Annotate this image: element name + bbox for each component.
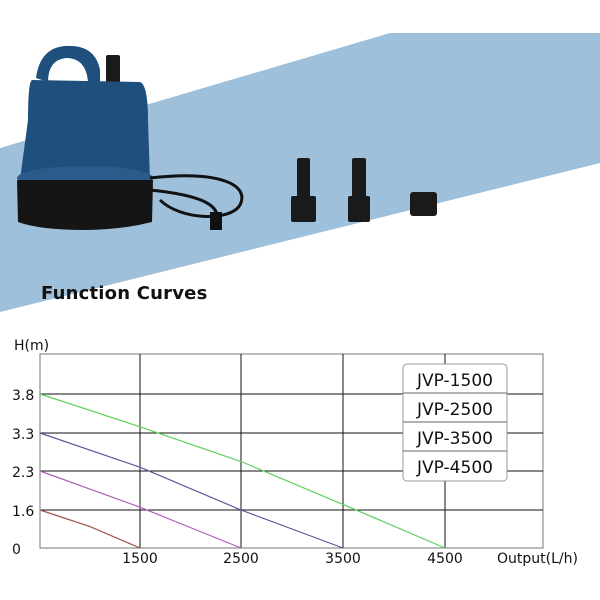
x-tick-label: 2500	[223, 551, 259, 567]
product-photo	[0, 33, 600, 312]
y-tick-label: 0	[12, 542, 21, 558]
y-tick-label: 3.8	[12, 388, 34, 404]
curve-jvp-2500	[39, 470, 242, 549]
legend-entry: JVP-1500	[416, 371, 493, 391]
x-tick-label: 1500	[122, 551, 158, 567]
legend: JVP-1500 JVP-2500 JVP-3500 JVP-4500	[402, 363, 508, 482]
legend-entry: JVP-3500	[416, 429, 493, 449]
x-tick-label: 3500	[325, 551, 361, 567]
x-axis-label: Output(L/h)	[497, 551, 578, 567]
y-axis-label: H(m)	[14, 338, 49, 354]
y-tick-labels: 0 1.6 2.3 3.3 3.8	[12, 388, 34, 558]
curves	[39, 393, 446, 549]
curve-jvp-1500	[39, 509, 141, 549]
pump-image	[17, 45, 437, 230]
y-tick-label: 3.3	[12, 427, 34, 443]
x-tick-labels: 1500 2500 3500 4500	[122, 551, 463, 567]
y-tick-label: 2.3	[12, 465, 34, 481]
x-tick-label: 4500	[427, 551, 463, 567]
section-title: Function Curves	[41, 283, 208, 304]
function-curves-chart: H(m) Output(L/h) 0 1.6 2.3 3.3 3.8 1500 2500 3…	[12, 338, 578, 567]
legend-entry: JVP-4500	[416, 458, 493, 478]
curve-jvp-3500	[39, 432, 344, 549]
plot-frame	[39, 353, 544, 549]
legend-entry: JVP-2500	[416, 400, 493, 420]
y-tick-label: 1.6	[12, 504, 34, 520]
curve-jvp-4500	[39, 393, 446, 549]
